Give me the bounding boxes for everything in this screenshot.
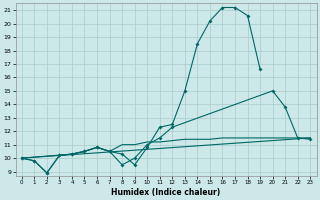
- X-axis label: Humidex (Indice chaleur): Humidex (Indice chaleur): [111, 188, 221, 197]
